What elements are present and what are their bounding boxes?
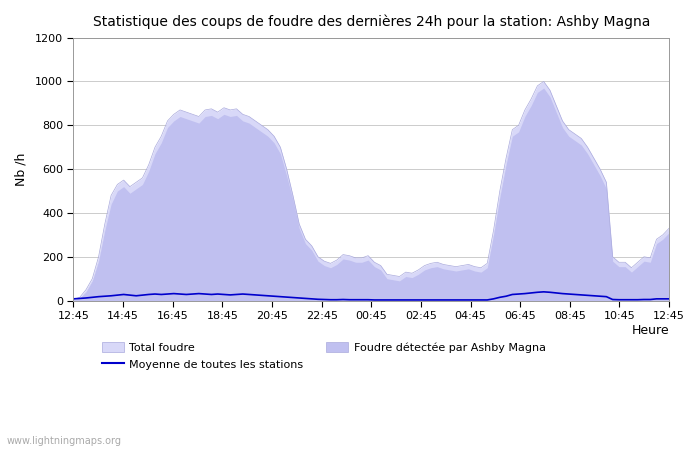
- Y-axis label: Nb /h: Nb /h: [15, 153, 28, 186]
- Text: Heure: Heure: [631, 324, 669, 338]
- Text: www.lightningmaps.org: www.lightningmaps.org: [7, 436, 122, 446]
- Legend: Total foudre, Moyenne de toutes les stations, Foudre détectée par Ashby Magna: Total foudre, Moyenne de toutes les stat…: [97, 338, 550, 374]
- Title: Statistique des coups de foudre des dernières 24h pour la station: Ashby Magna: Statistique des coups de foudre des dern…: [92, 15, 650, 30]
